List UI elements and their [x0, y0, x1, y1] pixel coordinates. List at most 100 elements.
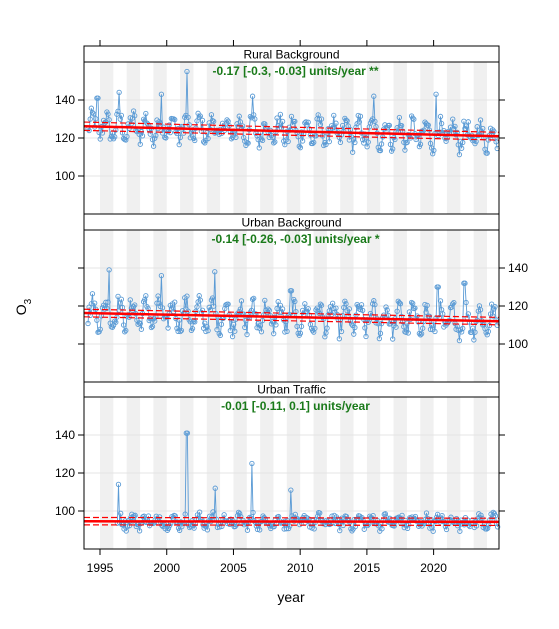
data-point — [176, 317, 182, 323]
data-point — [342, 298, 348, 304]
data-point — [393, 324, 399, 330]
data-point — [276, 309, 282, 316]
data-point — [135, 321, 141, 327]
data-point — [224, 117, 230, 123]
data-point — [485, 525, 491, 531]
data-point — [398, 122, 405, 129]
data-point — [115, 108, 121, 114]
data-point — [283, 526, 290, 532]
data-point — [429, 524, 435, 531]
data-point — [222, 305, 228, 312]
data-point — [323, 330, 329, 336]
data-point — [192, 319, 198, 325]
data-point — [205, 327, 211, 334]
data-point — [474, 124, 480, 130]
data-point — [271, 331, 277, 337]
data-point — [450, 116, 456, 122]
data-point — [372, 301, 378, 308]
data-point — [401, 324, 407, 330]
data-point — [184, 430, 191, 436]
y-tick-label: 140 — [508, 261, 528, 275]
data-point — [386, 122, 393, 129]
y-tick-label: 140 — [55, 428, 75, 442]
data-point — [423, 309, 429, 315]
data-point — [244, 527, 251, 533]
data-point — [283, 318, 289, 325]
data-point — [288, 288, 295, 294]
data-point — [439, 513, 445, 519]
data-point — [156, 514, 163, 520]
data-point — [486, 322, 493, 329]
data-point — [437, 113, 444, 120]
data-point — [238, 298, 245, 304]
data-point — [378, 141, 385, 147]
data-point — [126, 523, 133, 529]
data-point — [363, 333, 369, 340]
panel-0: Rural Background -0.17 [-0.3, -0.03] unit… — [55, 45, 505, 215]
data-point — [333, 305, 339, 311]
data-point — [484, 332, 490, 338]
data-point — [295, 134, 301, 140]
data-point — [377, 147, 384, 154]
data-point — [165, 325, 171, 331]
data-point — [470, 325, 476, 331]
trend-ci-upper — [83, 516, 500, 519]
data-point — [352, 324, 358, 331]
data-point — [92, 300, 98, 306]
chart-panels: Rural Background -0.17 [-0.3, -0.03] unit… — [55, 40, 528, 575]
data-point — [221, 512, 227, 518]
data-point — [271, 140, 277, 146]
data-point — [209, 295, 216, 301]
data-point — [251, 295, 257, 302]
data-point — [156, 300, 162, 306]
data-point — [113, 319, 119, 325]
data-point — [132, 512, 138, 518]
data-point — [272, 139, 278, 145]
trend-ci-lower — [83, 129, 500, 141]
y-tick-label: 100 — [508, 337, 528, 351]
data-point — [337, 528, 343, 534]
data-point — [185, 114, 191, 120]
data-point — [254, 526, 261, 533]
data-point — [282, 329, 288, 335]
data-point — [424, 302, 430, 309]
data-point — [364, 144, 370, 150]
data-point — [274, 305, 280, 312]
data-point — [410, 300, 416, 307]
data-point — [147, 316, 153, 322]
data-point — [214, 326, 220, 333]
data-point — [229, 333, 236, 340]
data-point — [269, 134, 276, 141]
data-point — [218, 321, 225, 327]
data-point — [484, 150, 490, 156]
data-point — [285, 525, 292, 532]
data-point — [462, 280, 468, 286]
y-tick-label: 120 — [508, 299, 528, 313]
data-point — [257, 527, 263, 533]
data-point — [136, 528, 143, 534]
data-point — [250, 509, 256, 516]
data-point — [311, 139, 317, 145]
data-point — [245, 140, 251, 146]
data-point — [346, 306, 352, 312]
trend-ci-upper — [83, 308, 500, 318]
data-point — [420, 325, 426, 331]
data-point — [352, 139, 358, 146]
data-point — [326, 138, 332, 145]
data-point — [450, 301, 456, 307]
data-point — [154, 300, 160, 306]
data-point — [317, 121, 324, 128]
data-point — [229, 134, 236, 140]
data-point — [120, 322, 127, 328]
data-point — [451, 300, 457, 306]
data-point — [249, 93, 256, 99]
data-point — [452, 123, 458, 130]
data-point — [284, 328, 290, 334]
data-point — [258, 329, 265, 335]
data-point — [130, 108, 137, 114]
data-point — [112, 134, 118, 140]
data-point — [139, 133, 146, 139]
data-point — [210, 509, 216, 515]
data-point — [279, 306, 286, 312]
data-point — [433, 91, 439, 97]
